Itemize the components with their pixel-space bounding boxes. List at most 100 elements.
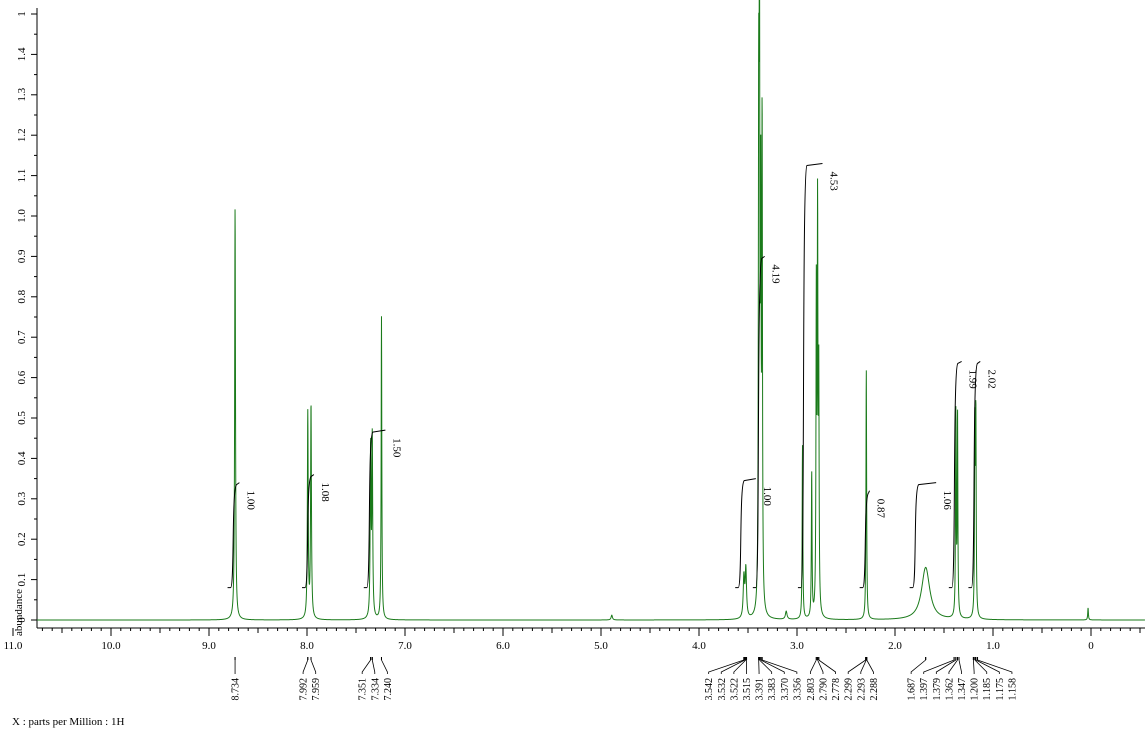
peak-label: 3.542 (704, 678, 715, 701)
peak-connector (977, 659, 1013, 674)
peak-connector (361, 659, 371, 674)
peak-label: 2.299 (844, 678, 855, 701)
peak-label: 1.158 (1007, 678, 1018, 701)
peak-connector (760, 659, 785, 674)
integral-label: 0.87 (875, 499, 887, 519)
peak-connector (973, 659, 975, 674)
y-tick-label: 0.6 (16, 370, 28, 384)
y-tick-label: 1.2 (16, 128, 28, 142)
peak-labels: 8.734 7.992 7.959 7.351 7.334 7.240 3.542 3.532… (231, 657, 1018, 701)
y-tick-label: 1.1 (16, 169, 28, 183)
x-tick-label: 10.0 (101, 640, 121, 652)
peak-connector (974, 659, 988, 674)
integral-curve (752, 255, 765, 589)
peak-label: 1.379 (932, 678, 943, 701)
integral-curve (948, 360, 962, 589)
integral-curve (909, 482, 937, 589)
peak-connector (759, 659, 773, 674)
integral-label: 2.02 (985, 369, 997, 388)
peak-connector (923, 659, 955, 674)
plot-area (37, 0, 1145, 621)
spectrum-line (37, 0, 1145, 621)
y-tick-label: 0.4 (16, 451, 28, 465)
peak-label: 2.778 (831, 678, 842, 701)
x-tick-label: 7.0 (398, 640, 412, 652)
peak-label: 7.959 (311, 678, 322, 701)
peak-connector (761, 659, 798, 674)
peak-label: 7.351 (358, 678, 369, 701)
y-tick-label: 1 (16, 11, 28, 17)
peak-connector (910, 659, 926, 674)
peak-connector (935, 659, 957, 674)
integral-label: 1.00 (244, 491, 256, 511)
y-tick-label: 0.2 (16, 532, 28, 546)
x-axis-label: X : parts per Million : 1H (12, 716, 124, 728)
peak-connector (958, 659, 962, 674)
integral-curve (735, 478, 756, 589)
peak-connector (817, 659, 824, 674)
peak-label: 8.734 (231, 678, 242, 701)
y-tick-label: 1.4 (16, 47, 28, 61)
integral-label: 1.06 (941, 491, 953, 511)
integral-label: 1.00 (761, 487, 773, 507)
peak-label: 3.515 (742, 678, 753, 701)
x-tick-label: 1.0 (986, 640, 1000, 652)
peak-connector (847, 659, 866, 674)
peak-connector (810, 659, 817, 674)
peak-label: 1.175 (995, 678, 1006, 701)
y-tick-label: 0.1 (16, 573, 28, 587)
peak-label: 3.391 (755, 678, 766, 701)
x-tick-label: 6.0 (496, 640, 510, 652)
peak-label: 3.532 (717, 678, 728, 701)
x-tick-label: 11.0 (4, 640, 23, 652)
peak-connector (818, 659, 837, 674)
integral-curves: 1.00 1.08 1.50 1.00 4.19 4.53 0.87 1.06 1.99 2.02 (227, 162, 997, 589)
peak-label: 1.347 (957, 678, 968, 701)
integral-label: 4.53 (827, 171, 839, 191)
x-tick-label: 3.0 (790, 640, 804, 652)
y-tick-label: 1.0 (16, 209, 28, 223)
peak-connector (302, 659, 309, 674)
peak-label: 7.240 (383, 678, 394, 701)
integral-label: 4.19 (770, 264, 782, 284)
peak-connector (708, 659, 745, 674)
peak-label: 2.288 (869, 678, 880, 701)
peak-label: 2.803 (806, 678, 817, 701)
y-tick-label: 0.9 (16, 249, 28, 263)
integral-curve (859, 490, 870, 589)
y-tick-label: 0.7 (16, 330, 28, 344)
peak-connector (733, 659, 747, 674)
x-tick-label: 2.0 (888, 640, 902, 652)
peak-label: 1.362 (944, 678, 955, 701)
peak-connector (310, 659, 317, 674)
peak-label: 1.185 (982, 678, 993, 701)
peak-label: 3.383 (767, 678, 778, 701)
peak-label: 1.687 (907, 678, 918, 701)
peak-label: 7.992 (299, 678, 310, 701)
y-tick-label: 0.5 (16, 411, 28, 425)
y-tick-label: 0 (16, 617, 28, 623)
peak-label: 3.522 (729, 678, 740, 701)
y-tick-label: 0.3 (16, 491, 28, 505)
integral-curve (227, 482, 240, 589)
y-axis-label: abundance (13, 589, 25, 636)
peak-connector (860, 659, 867, 674)
peak-label: 3.356 (792, 678, 803, 701)
integral-curve (797, 162, 823, 589)
peak-label: 7.334 (370, 678, 381, 701)
peak-label: 3.370 (780, 678, 791, 701)
y-axis: 0 0.1 0.2 0.3 0.4 0.5 0.6 0.7 0.8 0.9 1.0 1.1 1.2 1.3… (16, 8, 38, 628)
peak-connector (381, 659, 388, 674)
peak-connector (866, 659, 874, 674)
integral-label: 1.99 (967, 369, 979, 389)
x-tick-label: 0 (1088, 640, 1094, 652)
peak-connector (720, 659, 746, 674)
integral-curve (363, 429, 386, 589)
peak-label: 2.790 (819, 678, 830, 701)
x-tick-label: 8.0 (300, 640, 314, 652)
x-tick-label: 4.0 (692, 640, 706, 652)
y-tick-label: 1.3 (16, 87, 28, 101)
integral-label: 1.08 (319, 483, 331, 503)
peak-label: 2.293 (856, 678, 867, 701)
